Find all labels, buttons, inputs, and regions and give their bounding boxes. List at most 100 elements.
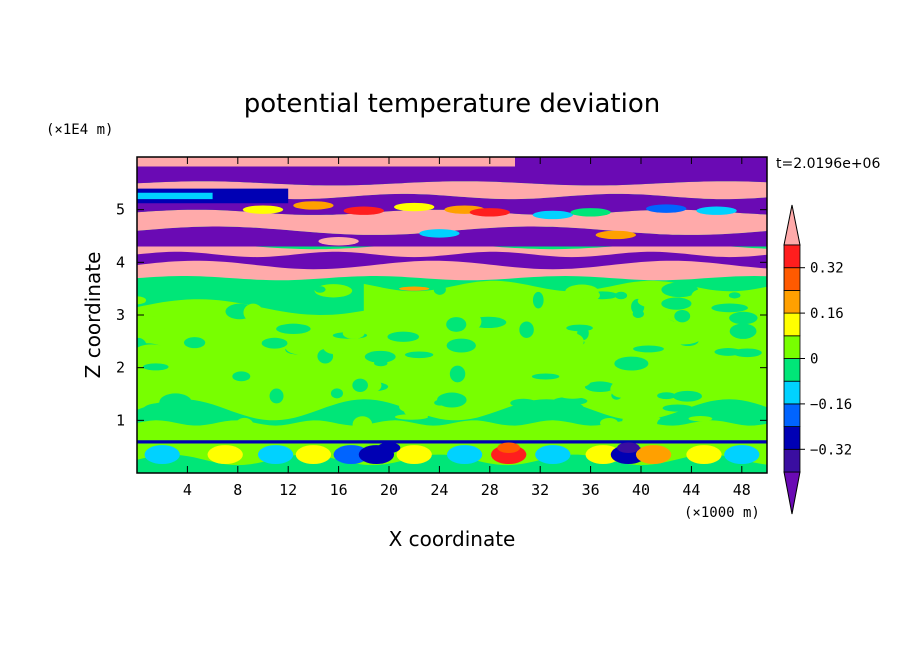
field-band	[137, 192, 213, 200]
x-tick-label: 12	[279, 481, 297, 499]
x-ticks: 4 8 12 16 20 24 28 32 36 40 44 48	[183, 157, 751, 499]
colorbar-under-triangle	[783, 471, 801, 515]
field-cell	[183, 337, 206, 349]
field-cell	[576, 297, 605, 312]
field-cell	[437, 392, 467, 408]
colorbar-segment	[783, 426, 801, 450]
colorbar-segment	[783, 289, 801, 314]
x-tick-label: 48	[733, 481, 751, 499]
field-cell	[137, 344, 169, 358]
field-cell	[711, 303, 748, 313]
x-tick-label: 40	[632, 481, 650, 499]
field-cell	[295, 445, 332, 465]
x-tick-label: 28	[481, 481, 499, 499]
field-cell	[137, 296, 147, 305]
field-cell	[332, 353, 361, 362]
field-cell	[565, 284, 599, 299]
field-band	[137, 420, 767, 442]
field-cell	[364, 350, 396, 363]
x-tick-label: 16	[330, 481, 348, 499]
field-band	[515, 157, 767, 177]
field-cell	[262, 345, 275, 361]
field-cell	[232, 400, 246, 411]
field-cell	[276, 323, 311, 334]
field-cell	[615, 291, 628, 300]
field-cell	[394, 414, 429, 420]
colorbar-segment	[783, 380, 801, 405]
contour-field	[137, 157, 767, 473]
field-cell	[387, 404, 400, 423]
field-cell	[701, 403, 730, 411]
time-label: t=2.0196e+06	[776, 156, 880, 172]
field-cell	[399, 286, 430, 291]
field-cell	[532, 291, 544, 309]
y-axis-label: Z coordinate	[81, 252, 105, 379]
colorbar-segment	[783, 403, 801, 427]
field-cell	[330, 388, 344, 399]
field-cell	[323, 340, 350, 355]
field-cell	[446, 317, 467, 332]
field-cell	[557, 389, 588, 399]
field-cell	[333, 445, 369, 465]
colorbar-segment	[783, 244, 801, 269]
field-cell	[399, 400, 427, 413]
field-cell	[574, 348, 597, 366]
x-tick-label: 24	[430, 481, 448, 499]
colorbar-segment	[783, 335, 801, 359]
field-cell	[566, 324, 593, 332]
field-cell	[657, 392, 676, 400]
field-cell	[728, 292, 741, 299]
field-cell	[232, 371, 251, 382]
field-cell	[207, 445, 243, 465]
field-cell	[584, 381, 616, 393]
colorbar-segment	[783, 358, 801, 382]
field-band	[137, 454, 767, 473]
field-cell	[144, 445, 180, 465]
field-cell	[201, 331, 237, 338]
field-cell	[246, 340, 264, 358]
field-cell	[457, 380, 489, 395]
field-band	[137, 209, 767, 235]
field-cell	[686, 445, 722, 465]
field-cell	[148, 308, 162, 317]
field-band	[137, 193, 767, 215]
field-cell	[661, 282, 698, 298]
colorbar-segment	[783, 267, 801, 291]
field-cell	[433, 284, 446, 295]
field-band	[137, 251, 767, 270]
y-ticks: 1 2 3 4 5	[116, 201, 767, 429]
field-cell	[617, 442, 640, 453]
field-cell	[635, 445, 672, 465]
y-tick-label: 5	[116, 201, 125, 219]
field-cell	[279, 299, 314, 314]
field-cell	[703, 316, 735, 327]
field-cell	[314, 286, 326, 293]
y-tick-label: 3	[116, 306, 125, 324]
field-cell	[531, 373, 560, 380]
chart-title: potential temperature deviation	[244, 89, 660, 119]
field-cell	[524, 356, 550, 368]
field-cell	[466, 313, 482, 330]
field-cell	[632, 309, 644, 319]
field-cell	[497, 442, 521, 453]
field-cell	[396, 445, 432, 465]
field-cell	[714, 348, 742, 356]
colorbar-segment	[783, 448, 801, 473]
field-band	[137, 181, 767, 200]
field-cell	[388, 301, 421, 316]
field-cell	[571, 403, 585, 417]
field-cell	[614, 356, 649, 371]
field-cell	[293, 201, 334, 210]
field-cell	[555, 334, 570, 352]
field-cell	[662, 404, 693, 412]
field-cell	[691, 288, 715, 305]
y-unit-label: (×1E4 m)	[46, 122, 113, 138]
field-cell	[284, 337, 311, 355]
colorbar-segment	[783, 312, 801, 337]
x-tick-label: 8	[233, 481, 242, 499]
field-cell	[449, 365, 466, 383]
field-cell	[535, 445, 571, 465]
field-cell	[724, 445, 760, 465]
field-cell	[729, 323, 757, 339]
